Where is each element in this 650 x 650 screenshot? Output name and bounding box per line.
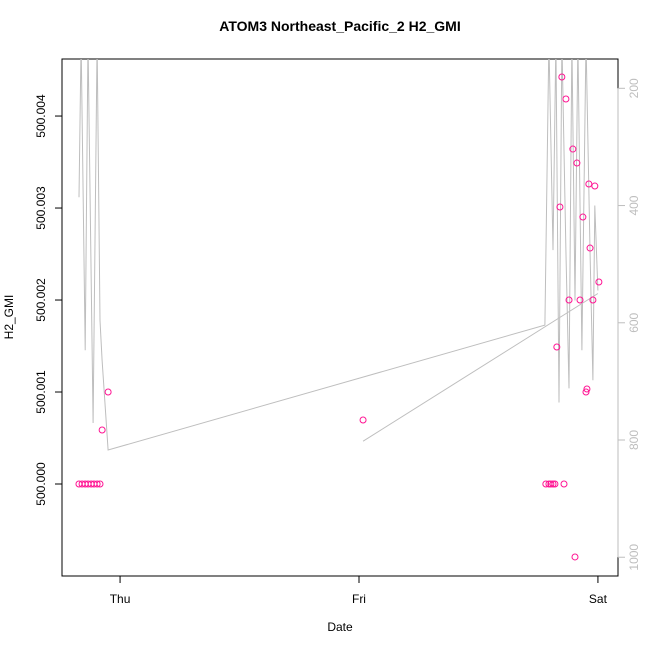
data-point bbox=[558, 73, 566, 81]
data-point bbox=[96, 480, 104, 488]
data-point bbox=[569, 145, 577, 153]
data-point bbox=[585, 180, 593, 188]
y2-tick-label: 200 bbox=[627, 78, 641, 98]
x-tick-label: Thu bbox=[110, 592, 131, 606]
data-point bbox=[565, 296, 573, 304]
data-point bbox=[591, 182, 599, 190]
data-point bbox=[579, 213, 587, 221]
data-point bbox=[582, 388, 590, 396]
data-point bbox=[551, 480, 559, 488]
y-tick-label: 500.003 bbox=[34, 186, 48, 230]
data-point bbox=[586, 244, 594, 252]
data-point bbox=[556, 203, 564, 211]
y2-tick-label: 800 bbox=[627, 430, 641, 450]
data-point bbox=[542, 480, 550, 488]
y2-tick-label: 400 bbox=[627, 195, 641, 215]
data-point bbox=[549, 480, 557, 488]
plot-area bbox=[75, 59, 603, 561]
data-point bbox=[98, 426, 106, 434]
x-axis-label: Date bbox=[327, 620, 353, 634]
x-tick-label: Sat bbox=[589, 592, 608, 606]
data-point bbox=[583, 385, 591, 393]
data-point bbox=[595, 278, 603, 286]
y-tick-label: 500.001 bbox=[34, 370, 48, 414]
pressure-line bbox=[78, 59, 599, 451]
y-tick-label: 500.002 bbox=[34, 278, 48, 322]
data-point bbox=[562, 95, 570, 103]
data-point bbox=[589, 296, 597, 304]
data-point bbox=[560, 480, 568, 488]
y2-tick-label: 1000 bbox=[627, 544, 641, 571]
y2-tick-label: 600 bbox=[627, 312, 641, 332]
data-point bbox=[576, 296, 584, 304]
plot-frame bbox=[61, 58, 619, 577]
y-tick-label: 500.000 bbox=[34, 462, 48, 506]
data-point bbox=[93, 480, 101, 488]
chart-title: ATOM3 Northeast_Pacific_2 H2_GMI bbox=[219, 18, 460, 34]
y-tick-label: 500.004 bbox=[34, 94, 48, 138]
y-axis-label: H2_GMI bbox=[2, 295, 16, 340]
x-tick-label: Fri bbox=[352, 592, 366, 606]
data-point bbox=[547, 480, 555, 488]
data-point bbox=[571, 553, 579, 561]
data-point bbox=[553, 343, 561, 351]
data-point bbox=[359, 416, 367, 424]
data-point bbox=[104, 388, 112, 396]
data-point bbox=[573, 159, 581, 167]
